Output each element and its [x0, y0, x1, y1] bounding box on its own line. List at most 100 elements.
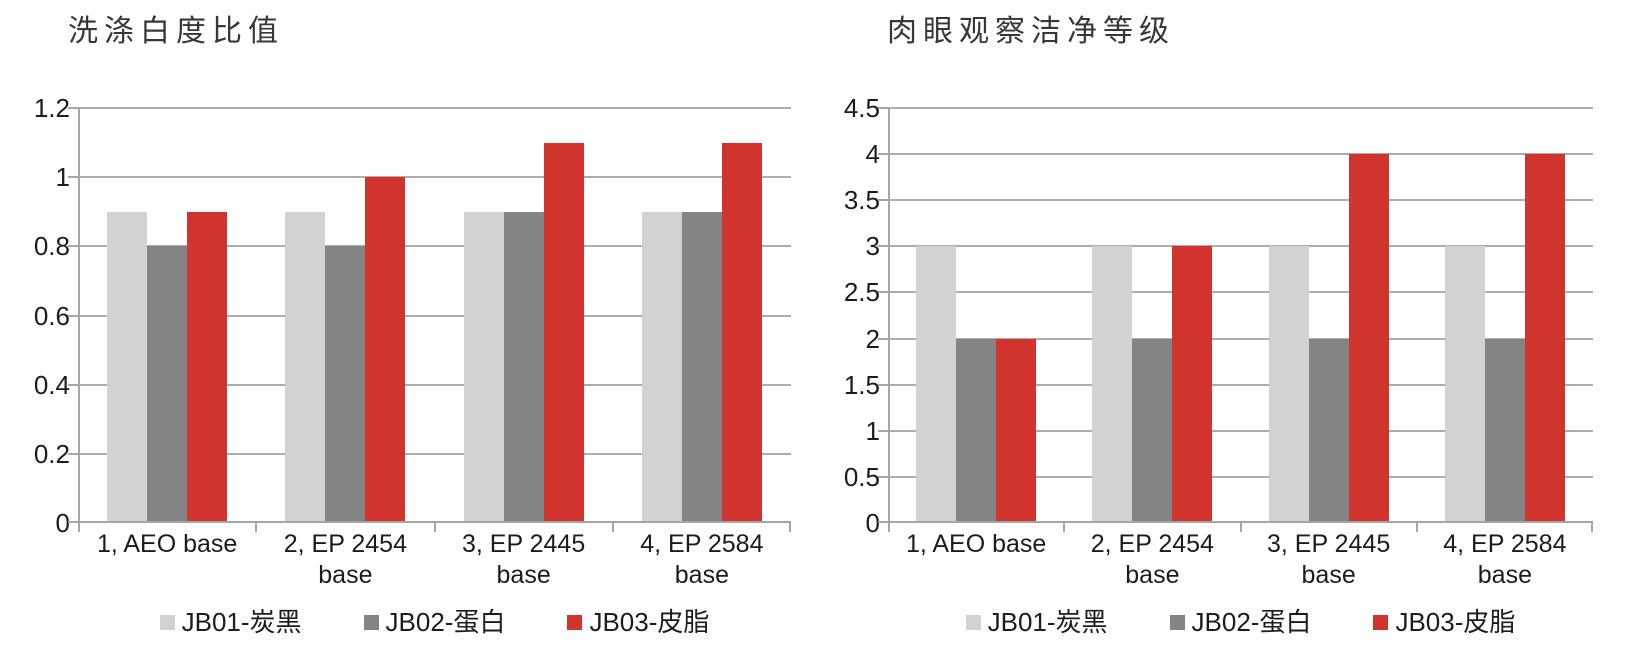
legend-label: JB02-蛋白 [1191, 607, 1312, 637]
bar-series3-group4 [1524, 154, 1565, 523]
x-axis-category-label: 4, EP 2584 base [640, 530, 764, 589]
y-axis-tick-label: 0 [55, 508, 70, 538]
bar-series3-group1 [996, 338, 1037, 523]
bar-series1-group1 [107, 211, 148, 523]
gridline [888, 107, 1593, 109]
y-axis-tick [878, 107, 888, 109]
bar-series2-group4 [681, 211, 722, 523]
legend-item-series2: JB02-蛋白 [363, 607, 505, 637]
gridline [78, 383, 791, 386]
x-axis-tick [1415, 523, 1418, 532]
x-axis-category-label: 2, EP 2454 base [283, 530, 407, 589]
gridline [888, 429, 1593, 432]
legend-item-series3: JB03-皮脂 [1373, 607, 1515, 637]
y-axis-tick [878, 245, 888, 248]
gridline [888, 383, 1593, 386]
x-axis-category-label: 1, AEO base [905, 530, 1047, 558]
gridline [888, 475, 1593, 478]
x-axis-label-cell: 1, AEO base [78, 529, 256, 591]
y-axis-tick [68, 314, 78, 317]
chart-title-cleanliness-grade: 肉眼观察洁净等级 [887, 14, 1175, 49]
y-axis-tick-label: 0.6 [33, 300, 70, 331]
gridline [888, 337, 1593, 340]
y-axis-tick [68, 521, 78, 523]
x-axis-tick [1239, 523, 1242, 532]
x-axis-label-cell: 3, EP 2445 base [1241, 529, 1417, 591]
gridline [888, 153, 1593, 156]
x-axis-labels: 1, AEO base 2, EP 2454 base 3, EP 2445 bas… [78, 529, 791, 591]
x-axis-label-cell: 4, EP 2584 base [613, 529, 791, 591]
y-axis-tick-label: 1 [55, 162, 70, 193]
x-axis-line [78, 521, 791, 523]
legend-label: JB01-炭黑 [181, 607, 302, 637]
x-axis-labels: 1, AEO base 2, EP 2454 base 3, EP 2445 bas… [888, 529, 1593, 591]
legend-label: JB01-炭黑 [987, 607, 1108, 637]
x-axis-label-cell: 2, EP 2454 base [1064, 529, 1240, 591]
chart-body: 0 0.2 0.4 0.6 0.8 1 1.2 [0, 93, 791, 538]
y-axis-tick-label: 4.5 [843, 93, 880, 123]
y-axis-tick-label: 4 [865, 139, 880, 170]
y-axis-tick-label: 0.2 [33, 438, 70, 469]
y-axis-tick [68, 452, 78, 455]
bar-series1-group3 [1268, 246, 1309, 523]
gridline [888, 245, 1593, 248]
x-axis-line [888, 521, 1593, 523]
x-axis-tick [789, 523, 791, 532]
legend-swatch-icon [159, 614, 175, 630]
y-axis-tick-label: 0.5 [843, 461, 880, 492]
y-axis-tick [68, 383, 78, 386]
y-axis-tick-label: 1.2 [33, 93, 70, 123]
plot-area [878, 107, 1593, 532]
y-axis-tick [878, 337, 888, 340]
y-axis-tick-label: 1 [865, 415, 880, 446]
x-axis-tick [255, 523, 258, 532]
gridline [888, 291, 1593, 294]
x-axis-label-cell: 4, EP 2584 base [1417, 529, 1593, 591]
bar-series2-group4 [1484, 338, 1525, 523]
y-axis-tick [878, 291, 888, 294]
legend-item-series2: JB02-蛋白 [1169, 607, 1312, 637]
x-axis-tick [611, 523, 614, 532]
legend-item-series3: JB03-皮脂 [567, 607, 709, 637]
y-axis-labels: 0 0.2 0.4 0.6 0.8 1 1.2 [0, 93, 78, 538]
gridline [78, 245, 791, 248]
y-axis-tick-label: 0.8 [33, 231, 70, 262]
bar-chart-cleanliness-grade: 0 0.5 1 1.5 2 2.5 3 3.5 4 4.5 1, AEO base 2, EP 245… [824, 93, 1628, 637]
y-axis-labels: 0 0.5 1 1.5 2 2.5 3 3.5 4 4.5 [824, 93, 888, 538]
x-axis-category-label: 3, EP 2445 base [461, 530, 586, 589]
x-axis-tick [78, 523, 80, 532]
x-axis-tick [1063, 523, 1066, 532]
y-axis-tick [878, 153, 888, 156]
bar-series1-group4 [641, 211, 682, 523]
bar-series2-group1 [956, 338, 997, 523]
x-axis-category-label: 1, AEO base [96, 530, 238, 558]
y-axis-tick-label: 0 [865, 508, 880, 538]
legend-swatch-icon [1169, 614, 1185, 630]
gridline [78, 452, 791, 455]
legend-swatch-icon [1373, 614, 1389, 630]
y-axis-tick [878, 429, 888, 432]
y-axis-tick [878, 521, 888, 523]
y-axis-tick [68, 176, 78, 179]
bar-series1-group2 [1092, 246, 1133, 523]
legend: JB01-炭黑 JB02-蛋白 JB03-皮脂 [78, 607, 791, 637]
x-axis-tick [433, 523, 436, 532]
bar-series2-group3 [503, 211, 544, 523]
bar-series1-group3 [463, 211, 504, 523]
bar-series2-group2 [325, 246, 366, 523]
y-axis-tick-label: 2.5 [843, 277, 880, 308]
legend-item-series1: JB01-炭黑 [159, 607, 302, 637]
bar-series3-group2 [1172, 246, 1213, 523]
legend-swatch-icon [965, 614, 981, 630]
bar-series1-group2 [285, 211, 326, 523]
legend: JB01-炭黑 JB02-蛋白 JB03-皮脂 [888, 607, 1593, 637]
legend-swatch-icon [567, 614, 583, 630]
gridline [888, 199, 1593, 202]
gridline [78, 107, 791, 109]
x-axis-label-cell: 2, EP 2454 base [256, 529, 434, 591]
bar-series3-group3 [1348, 154, 1389, 523]
bar-series2-group2 [1132, 338, 1173, 523]
x-axis-tick [888, 523, 890, 532]
gridline [78, 176, 791, 179]
